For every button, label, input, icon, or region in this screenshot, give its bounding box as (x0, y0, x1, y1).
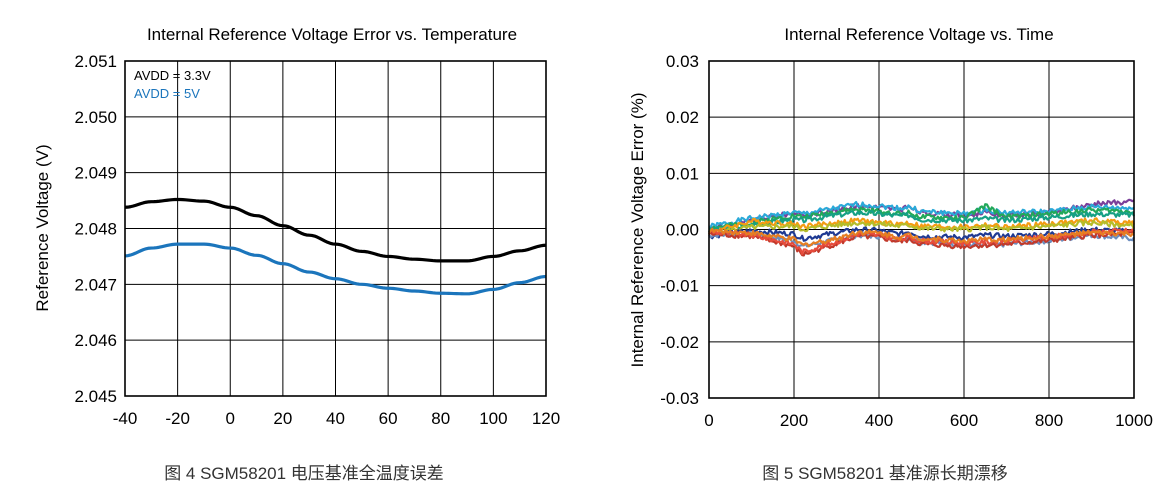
left-x-tick-label: -20 (165, 409, 190, 428)
left-y-tick-label: 2.046 (74, 331, 117, 350)
left-chart-series (124, 197, 547, 296)
legend-entry-avdd-5v: AVDD = 5V (134, 86, 200, 101)
right-chart-y-ticks: -0.03 -0.02 -0.01 0.00 0.01 0.02 0.03 (660, 52, 699, 408)
right-chart-y-axis-label: Internal Reference Voltage Error (%) (628, 93, 647, 368)
right-x-tick-label: 600 (950, 411, 978, 430)
left-y-tick-label: 2.050 (74, 108, 117, 127)
right-y-tick-label: -0.03 (660, 389, 699, 408)
left-x-tick-label: 40 (326, 409, 345, 428)
right-y-tick-label: 0.02 (666, 108, 699, 127)
right-chart-title: Internal Reference Voltage vs. Time (784, 25, 1053, 44)
left-chart-y-axis-label: Reference Voltage (V) (33, 144, 52, 311)
left-chart-grid (125, 61, 546, 396)
left-y-tick-label: 2.045 (74, 387, 117, 406)
right-y-tick-label: 0.03 (666, 52, 699, 71)
right-x-tick-label: 800 (1035, 411, 1063, 430)
right-x-tick-label: 400 (865, 411, 893, 430)
right-y-tick-label: -0.01 (660, 277, 699, 296)
right-series-line-5 (707, 217, 1135, 235)
right-series-line-2 (708, 200, 1135, 229)
left-y-tick-label: 2.051 (74, 52, 117, 71)
right-chart-plot-frame (708, 60, 1135, 399)
right-y-tick-label: -0.02 (660, 333, 699, 352)
left-y-tick-label: 2.048 (74, 220, 117, 239)
right-x-tick-label: 200 (780, 411, 808, 430)
left-x-tick-label: 120 (532, 409, 560, 428)
left-y-tick-label: 2.049 (74, 164, 117, 183)
left-chart-y-ticks: 2.045 2.046 2.047 2.048 2.049 2.050 2.051 (74, 52, 117, 406)
left-x-tick-label: 80 (431, 409, 450, 428)
left-y-tick-label: 2.047 (74, 275, 117, 294)
right-x-tick-label: 1000 (1115, 411, 1153, 430)
left-x-tick-label: 20 (273, 409, 292, 428)
right-chart-x-ticks: 0 200 400 600 800 1000 (704, 411, 1153, 430)
right-chart-series (707, 198, 1135, 257)
caption-figure-5: 图 5 SGM58201 基准源长期漂移 (762, 464, 1008, 483)
right-y-tick-label: 0.01 (666, 164, 699, 183)
left-x-tick-label: 60 (379, 409, 398, 428)
right-series-line-11 (708, 227, 1135, 248)
left-chart-plot-frame (124, 60, 547, 397)
caption-figure-4: 图 4 SGM58201 电压基准全温度误差 (164, 464, 444, 483)
left-series-line-2 (124, 242, 547, 296)
left-x-tick-label: -40 (113, 409, 138, 428)
left-chart-x-ticks: -40 -20 0 20 40 60 80 100 120 (113, 409, 560, 428)
right-series-line-6 (708, 219, 1135, 236)
left-x-tick-label: 100 (479, 409, 507, 428)
left-x-tick-label: 0 (226, 409, 235, 428)
right-series-line-3 (708, 203, 1135, 232)
left-chart: Internal Reference Voltage Error vs. Tem… (33, 25, 560, 428)
left-series-line-1 (124, 197, 547, 263)
legend-entry-avdd-3v3: AVDD = 3.3V (134, 68, 211, 83)
right-series-line-7 (708, 226, 1135, 242)
right-x-tick-label: 0 (704, 411, 713, 430)
left-chart-title: Internal Reference Voltage Error vs. Tem… (147, 25, 517, 44)
right-y-tick-label: 0.00 (666, 221, 699, 240)
right-chart: Internal Reference Voltage vs. Time 0 200… (628, 25, 1153, 430)
